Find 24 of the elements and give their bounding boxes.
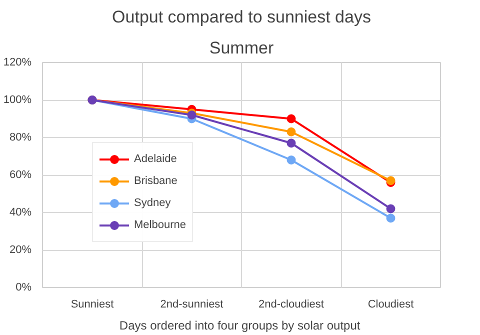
x-tick-label: 2nd-cloudiest (258, 298, 324, 310)
y-tick-label: 60% (9, 169, 32, 181)
legend-label: Brisbane (134, 175, 178, 187)
point (286, 156, 296, 164)
chart-title: Output compared to sunniest days (112, 8, 371, 26)
chart-subtitle: Summer (209, 38, 274, 58)
legend-label: Melbourne (134, 219, 186, 231)
y-tick-label: 40% (9, 206, 32, 218)
y-tick-label: 100% (3, 94, 32, 106)
x-tick-label: 2nd-sunniest (160, 298, 224, 310)
point (286, 127, 296, 136)
legend-label: Sydney (134, 197, 171, 209)
point (286, 114, 296, 124)
point (386, 204, 396, 214)
x-tick-label: Sunniest (70, 298, 114, 310)
point (386, 214, 396, 223)
y-tick-label: 20% (9, 244, 32, 256)
legend-label: Adelaide (134, 153, 177, 165)
y-tick-label: 80% (9, 132, 32, 144)
y-tick-label: 120% (3, 56, 32, 68)
point (286, 138, 296, 148)
y-tick-label: 0% (16, 282, 32, 294)
x-axis-title: Days ordered into four groups by solar output (119, 318, 361, 332)
x-tick-label: Cloudiest (368, 298, 414, 310)
